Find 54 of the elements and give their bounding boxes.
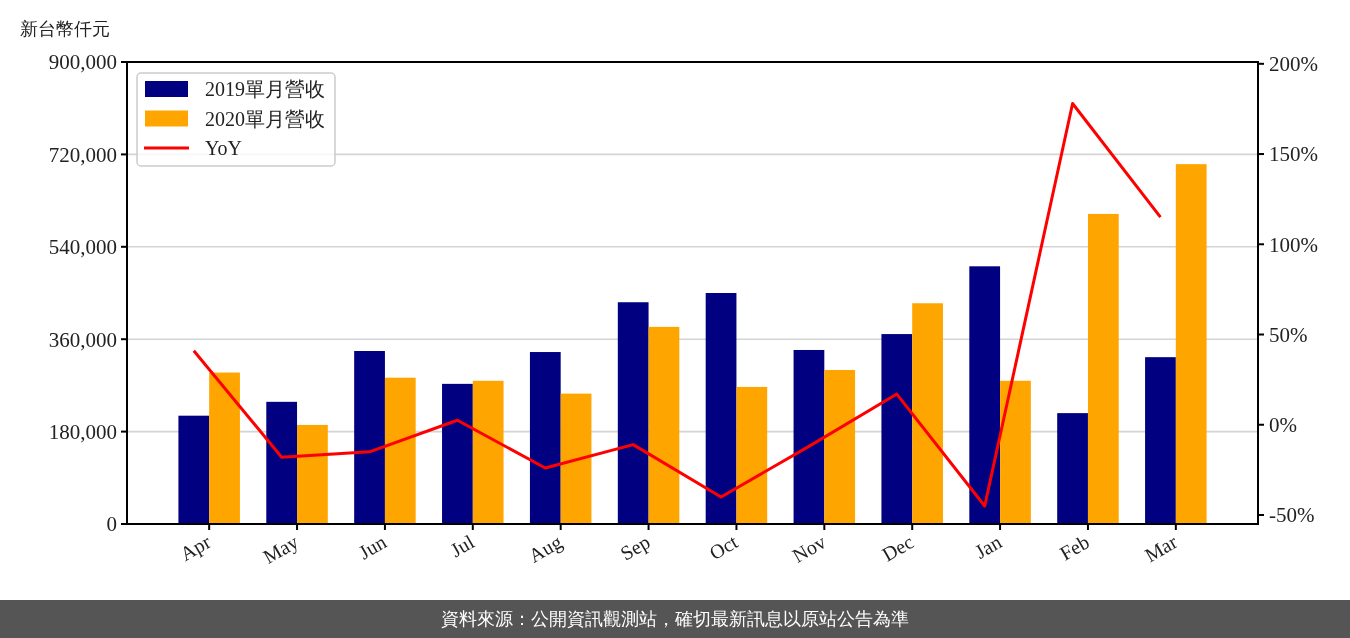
bar [1000, 380, 1031, 524]
bar [1057, 413, 1088, 524]
bar [705, 293, 737, 524]
bar [560, 393, 592, 524]
legend-label: 2020單月營收 [205, 107, 325, 130]
bar [442, 383, 473, 524]
y2-tick-label: 0% [1269, 413, 1297, 438]
x-tick-label: Jan [970, 530, 1006, 563]
y-axis-title: 新台幣仟元 [20, 19, 110, 39]
source-note: 資料來源：公開資訊觀測站，確切最新訊息以原站公告為準 [0, 600, 1350, 638]
legend-label: 2019單月營收 [205, 78, 325, 100]
y-tick-label: 360,000 [48, 327, 117, 352]
x-tick-label: Mar [1140, 530, 1182, 567]
bar [969, 266, 1001, 524]
y-tick-label: 720,000 [48, 142, 117, 167]
x-tick-label: May [259, 530, 303, 569]
x-tick-label: Apr [176, 530, 215, 566]
x-tick-label: Jun [354, 530, 390, 564]
bar [881, 334, 913, 524]
y2-tick-label: -50% [1269, 503, 1315, 528]
x-tick-label: Sep [616, 530, 655, 566]
line-series [192, 102, 1162, 508]
x-tick-label: Nov [788, 530, 830, 567]
bar [384, 377, 416, 524]
bar [736, 386, 768, 524]
x-tick-label: Oct [705, 530, 742, 564]
bar [354, 351, 385, 524]
y-tick-label: 0 [106, 512, 117, 537]
bar [1175, 164, 1207, 524]
x-tick-label: Aug [524, 530, 567, 568]
y-tick-label: 900,000 [48, 50, 117, 75]
bar [793, 349, 825, 524]
bar [648, 326, 680, 524]
bar [1087, 213, 1119, 524]
y-tick-label: 540,000 [48, 235, 117, 260]
x-tick-label: Dec [878, 530, 918, 566]
y2-tick-label: 100% [1269, 232, 1318, 257]
bar [297, 424, 328, 524]
y2-tick-label: 150% [1269, 142, 1318, 167]
bar [266, 401, 298, 524]
bar [912, 303, 943, 524]
bar [178, 415, 210, 524]
bar [529, 352, 561, 524]
bar [617, 302, 649, 524]
bar [1145, 357, 1176, 524]
bar [472, 380, 504, 524]
y2-tick-label: 50% [1269, 322, 1308, 347]
x-tick-label: Jul [446, 530, 479, 562]
y-tick-label: 180,000 [48, 419, 117, 444]
x-tick-label: Feb [1055, 530, 1093, 565]
legend-label: YoY [205, 137, 242, 159]
y2-tick-label: 200% [1269, 52, 1318, 77]
bar [824, 370, 856, 524]
bar [209, 372, 240, 524]
